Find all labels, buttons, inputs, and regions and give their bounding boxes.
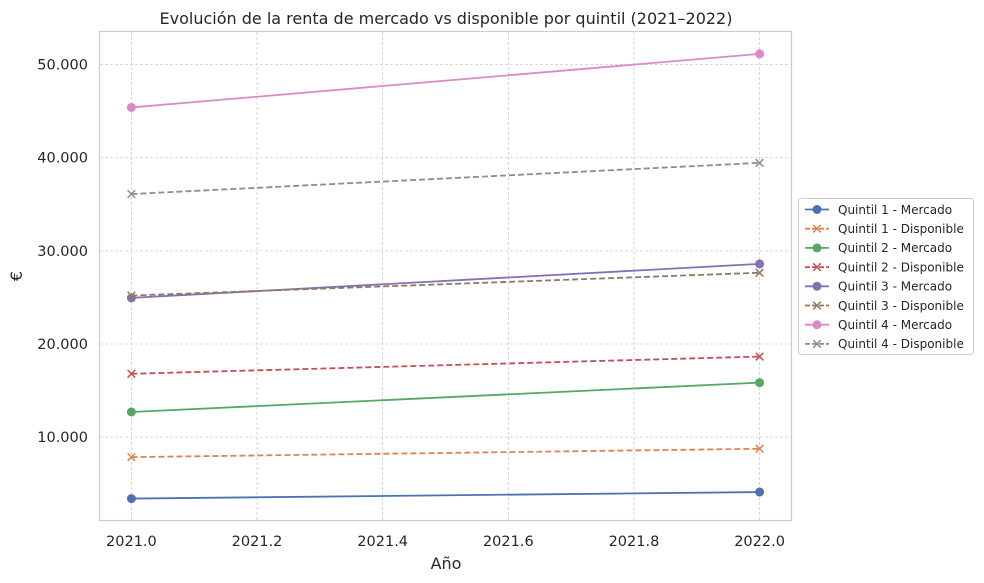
legend-label: Quintil 3 - Mercado	[838, 280, 952, 294]
data-point	[126, 102, 136, 112]
series-line	[131, 491, 760, 500]
legend-marker	[812, 224, 822, 234]
data-point	[755, 158, 764, 168]
legend-marker	[812, 281, 822, 291]
chart-title: Evolución de la renta de mercado vs disp…	[160, 9, 733, 28]
legend-label: Quintil 1 - Mercado	[838, 203, 952, 217]
legend-label: Quintil 2 - Disponible	[838, 260, 964, 274]
x-tick-label: 2022.0	[734, 534, 785, 550]
legend-label: Quintil 2 - Mercado	[838, 241, 952, 255]
data-point	[127, 369, 136, 379]
series-6	[127, 268, 764, 300]
legend-label: Quintil 3 - Disponible	[838, 299, 964, 313]
x-axis-ticks: 2021.0 2021.2 2021.4 2021.6 2021.8 2022.0	[106, 534, 785, 550]
legend-item: Quintil 1 - Mercado	[805, 203, 952, 217]
data-point	[126, 407, 136, 417]
x-tick-label: 2021.8	[609, 534, 660, 550]
legend-marker	[812, 205, 822, 214]
data-point	[127, 291, 136, 300]
series-line	[131, 271, 760, 297]
legend-marker	[812, 243, 822, 253]
data-point	[126, 494, 136, 504]
x-tick-label: 2021.0	[106, 534, 157, 550]
series-line	[131, 381, 760, 413]
series-line	[131, 355, 760, 375]
y-tick-label: 50.000	[37, 58, 88, 74]
y-axis-ticks: 10.000 20.000 30.000 40.000 50.000	[37, 58, 88, 447]
data-point	[755, 444, 764, 454]
data-point	[127, 452, 136, 462]
data-point	[755, 487, 765, 497]
y-tick-label: 30.000	[37, 244, 88, 260]
series-line	[131, 52, 760, 109]
legend-label: Quintil 1 - Disponible	[838, 222, 964, 236]
data-point	[755, 268, 764, 278]
x-tick-label: 2021.6	[483, 534, 534, 550]
series-line	[131, 447, 760, 459]
legend-marker	[812, 301, 822, 310]
y-tick-label: 40.000	[37, 151, 88, 167]
data-point	[755, 378, 765, 388]
data-point	[127, 189, 136, 199]
legend-label: Quintil 4 - Disponible	[838, 337, 964, 351]
series-layer	[126, 49, 765, 504]
legend-label: Quintil 4 - Mercado	[838, 318, 952, 332]
legend-box	[798, 198, 974, 355]
series-2	[127, 444, 764, 462]
series-line	[131, 161, 760, 195]
y-tick-label: 20.000	[37, 337, 88, 353]
legend-marker	[812, 320, 822, 330]
legend-item: Quintil 4 - Disponible	[805, 337, 964, 351]
series-7	[126, 49, 765, 112]
x-tick-label: 2021.2	[232, 534, 283, 550]
series-8	[127, 158, 764, 199]
legend-item: Quintil 1 - Disponible	[805, 222, 964, 236]
legend-item: Quintil 2 - Disponible	[805, 260, 964, 274]
legend-item: Quintil 2 - Mercado	[805, 241, 952, 255]
data-point	[755, 352, 764, 361]
x-axis-label: Año	[431, 554, 462, 573]
legend-item: Quintil 3 - Mercado	[805, 280, 952, 294]
data-point	[755, 259, 765, 269]
x-tick-label: 2021.4	[357, 534, 408, 550]
grid-lines	[100, 32, 791, 520]
series-4	[127, 352, 764, 379]
data-point	[755, 49, 765, 59]
y-tick-label: 10.000	[37, 430, 88, 446]
legend-item: Quintil 4 - Mercado	[805, 318, 952, 332]
legend-marker	[812, 262, 822, 272]
legend: Quintil 1 - Mercado Quintil 1 - Disponibl…	[798, 198, 974, 355]
legend-item: Quintil 3 - Disponible	[805, 299, 964, 313]
series-3	[126, 378, 765, 417]
series-1	[126, 487, 765, 504]
y-axis-label: €	[7, 271, 26, 281]
legend-marker	[812, 339, 822, 349]
plot-area	[98, 30, 793, 522]
